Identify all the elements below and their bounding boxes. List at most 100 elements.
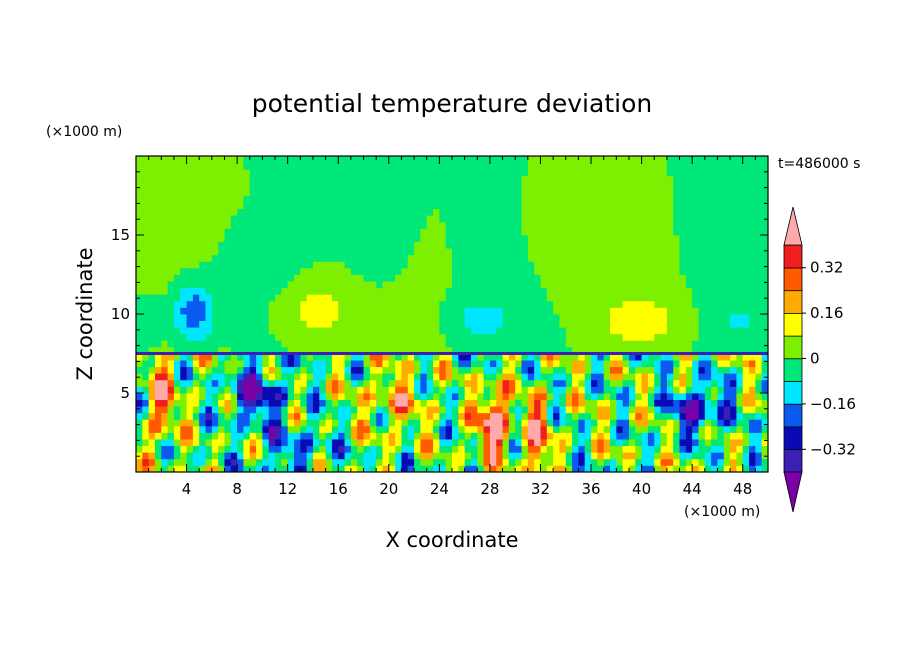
- heatmap-cell: [654, 465, 661, 472]
- heatmap-cell: [502, 235, 510, 242]
- heatmap-cell: [439, 393, 447, 400]
- heatmap-cell: [350, 228, 358, 236]
- heatmap-cell: [439, 228, 447, 236]
- heatmap-cell: [742, 241, 750, 249]
- heatmap-cell: [603, 399, 611, 407]
- heatmap-cell: [565, 300, 573, 308]
- heatmap-cell: [268, 261, 276, 269]
- heatmap-cell: [312, 439, 320, 447]
- heatmap-cell: [673, 261, 680, 269]
- heatmap-cell: [205, 452, 213, 460]
- heatmap-cell: [331, 425, 339, 433]
- heatmap-cell: [325, 215, 333, 223]
- heatmap-cell: [666, 281, 674, 289]
- heatmap-cell: [338, 254, 345, 262]
- heatmap-cell: [414, 248, 421, 256]
- heatmap-cell: [679, 156, 687, 163]
- heatmap-cell: [508, 241, 516, 249]
- heatmap-cell: [565, 439, 573, 447]
- heatmap-cell: [161, 452, 168, 460]
- heatmap-cell: [300, 360, 308, 368]
- heatmap-cell: [199, 432, 206, 440]
- heatmap-cell: [230, 327, 238, 335]
- heatmap-cell: [319, 241, 326, 249]
- heatmap-cell: [173, 353, 181, 361]
- heatmap-cell: [717, 261, 725, 269]
- heatmap-cell: [723, 386, 731, 394]
- heatmap-cell: [287, 340, 295, 348]
- heatmap-cell: [256, 373, 263, 381]
- heatmap-cell: [230, 366, 238, 374]
- heatmap-cell: [685, 195, 693, 203]
- heatmap-cell: [154, 156, 162, 163]
- heatmap-cell: [180, 162, 187, 170]
- heatmap-cell: [281, 307, 289, 315]
- heatmap-cell: [161, 300, 168, 308]
- heatmap-cell: [218, 406, 225, 414]
- heatmap-cell: [312, 327, 320, 335]
- heatmap-cell: [420, 425, 428, 433]
- heatmap-cell: [256, 346, 263, 354]
- heatmap-cell: [717, 228, 725, 236]
- heatmap-cell: [306, 169, 314, 177]
- heatmap-cell: [407, 333, 415, 341]
- heatmap-cell: [546, 267, 554, 275]
- heatmap-cell: [717, 162, 725, 170]
- heatmap-cell: [641, 281, 649, 289]
- heatmap-cell: [685, 393, 693, 400]
- heatmap-cell: [452, 452, 459, 460]
- heatmap-cell: [205, 360, 213, 368]
- heatmap-cell: [205, 156, 213, 163]
- heatmap-cell: [205, 221, 213, 229]
- heatmap-cell: [325, 202, 333, 210]
- heatmap-cell: [275, 406, 282, 414]
- heatmap-cell: [521, 195, 529, 203]
- heatmap-cell: [452, 327, 459, 335]
- heatmap-cell: [262, 307, 270, 315]
- heatmap-cell: [331, 373, 339, 381]
- heatmap-cell: [698, 182, 706, 190]
- heatmap-cell: [395, 445, 402, 453]
- heatmap-cell: [616, 267, 624, 275]
- heatmap-cell: [300, 241, 308, 249]
- heatmap-cell: [154, 228, 162, 236]
- heatmap-cell: [205, 445, 213, 453]
- heatmap-cell: [167, 320, 175, 328]
- heatmap-cell: [464, 202, 472, 210]
- heatmap-cell: [249, 221, 257, 229]
- heatmap-cell: [243, 156, 251, 163]
- heatmap-cell: [464, 445, 472, 453]
- colorbar-bin: [783, 335, 803, 360]
- heatmap-cell: [666, 419, 674, 427]
- heatmap-cell: [180, 360, 187, 368]
- heatmap-cell: [268, 175, 276, 183]
- heatmap-cell: [218, 294, 225, 302]
- heatmap-cell: [496, 300, 503, 308]
- heatmap-cell: [414, 346, 421, 354]
- heatmap-cell: [635, 412, 642, 420]
- heatmap-cell: [275, 274, 282, 282]
- heatmap-cell: [730, 208, 737, 216]
- heatmap-cell: [685, 169, 693, 177]
- heatmap-cell: [610, 465, 617, 472]
- heatmap-cell: [660, 281, 668, 289]
- heatmap-cell: [597, 261, 605, 269]
- heatmap-cell: [439, 386, 447, 394]
- heatmap-cell: [275, 195, 282, 203]
- heatmap-cell: [572, 445, 579, 453]
- heatmap-cell: [382, 452, 390, 460]
- heatmap-cell: [300, 274, 308, 282]
- heatmap-cell: [723, 452, 731, 460]
- heatmap-cell: [439, 267, 447, 275]
- heatmap-cell: [647, 215, 655, 223]
- heatmap-cell: [736, 208, 744, 216]
- heatmap-cell: [142, 419, 150, 427]
- heatmap-cell: [597, 300, 605, 308]
- heatmap-cell: [666, 287, 674, 295]
- heatmap-cell: [717, 254, 725, 262]
- heatmap-cell: [180, 412, 187, 420]
- heatmap-cell: [161, 287, 168, 295]
- heatmap-cell: [458, 182, 466, 190]
- heatmap-cell: [148, 458, 156, 466]
- heatmap-cell: [401, 221, 409, 229]
